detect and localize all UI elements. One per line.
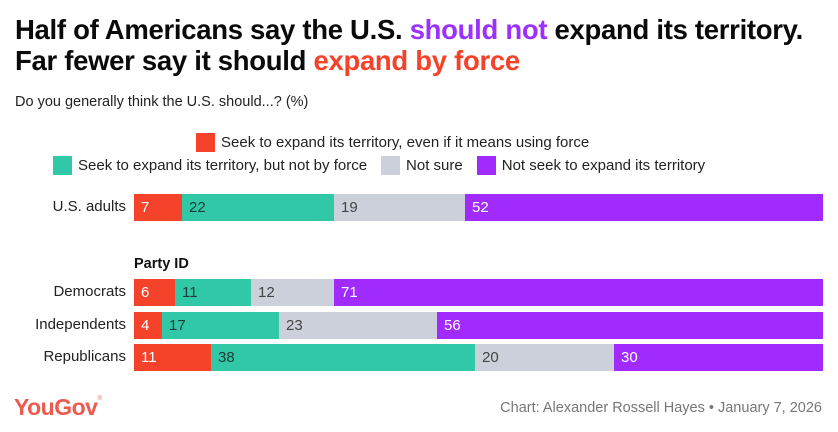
row-label-democrats: Democrats [53,283,126,300]
title-part-1: Half of Americans say the U.S. [15,14,410,45]
legend-swatch-not-sure [381,156,401,175]
legend-row-1: Seek to expand its territory, even if it… [196,133,603,152]
registered-mark: ® [97,396,102,402]
bar-segment-not-sure: 20 [475,344,614,371]
bar-segment-not-force: 38 [211,344,475,371]
data-label: 17 [169,317,186,334]
legend-item-not-force: Seek to expand its territory, but not by… [53,156,367,175]
bar-segment-not-force: 22 [182,194,334,221]
legend-item-not-sure: Not sure [381,156,463,175]
title-part-2: expand its territory. Far fewer say it s… [15,14,803,76]
data-label: 23 [286,317,303,334]
data-label: 11 [182,284,198,301]
legend-swatch-not-force [53,156,72,175]
chart-credit: Chart: Alexander Rossell Hayes • January… [500,400,822,416]
bar-segment-force: 4 [134,312,162,339]
legend-swatch-not-seek [476,156,496,175]
legend-label-not-force: Seek to expand its territory, but not by… [78,157,368,174]
legend-row-2: Seek to expand its territory, but not by… [53,156,719,175]
bar-segment-not-sure: 12 [251,279,334,306]
row-label-independents: Independents [35,316,126,333]
title-highlight-should-not: should not [409,14,548,45]
bar-segment-force: 11 [134,344,211,371]
bar-republicans: 11 38 20 30 [134,344,823,371]
bar-segment-not-force: 11 [175,279,251,306]
legend-item-force: Seek to expand its territory, even if it… [196,133,589,152]
bar-segment-not-seek: 52 [465,194,823,221]
data-label: 20 [482,349,499,366]
bar-segment-not-sure: 23 [279,312,437,339]
data-label: 56 [444,317,461,334]
bar-segment-not-force: 17 [162,312,279,339]
data-label: 4 [141,317,150,334]
legend-swatch-force [196,133,215,152]
chart-subtitle: Do you generally think the U.S. should..… [15,94,309,110]
title-highlight-expand-by-force: expand by force [313,45,520,76]
legend-label-not-sure: Not sure [406,157,463,174]
data-label: 22 [189,199,206,216]
data-label: 12 [258,284,275,301]
data-label: 19 [341,199,358,216]
bar-segment-not-seek: 30 [614,344,823,371]
bar-democrats: 6 11 12 71 [134,279,823,306]
chart-title: Half of Americans say the U.S. should no… [15,14,835,76]
bar-segment-force: 7 [134,194,182,221]
legend-label-not-seek: Not seek to expand its territory [501,157,706,174]
data-label: 30 [621,349,638,366]
data-label: 38 [218,349,235,366]
data-label: 71 [341,284,358,301]
data-label: 11 [141,349,157,366]
legend-label-force: Seek to expand its territory, even if it… [221,134,590,151]
yougov-logo: YouGov® [14,394,102,421]
logo-text: YouGov [14,394,98,420]
data-label: 6 [141,284,150,301]
data-label: 52 [472,199,489,216]
bar-us-adults: 7 22 19 52 [134,194,823,221]
bar-segment-not-seek: 56 [437,312,823,339]
row-label-us-adults: U.S. adults [52,198,126,215]
data-label: 7 [141,199,150,216]
bar-independents: 4 17 23 56 [134,312,823,339]
bar-segment-force: 6 [134,279,175,306]
bar-segment-not-sure: 19 [334,194,465,221]
bar-segment-not-seek: 71 [334,279,823,306]
row-label-republicans: Republicans [43,348,126,365]
legend-item-not-seek: Not seek to expand its territory [476,156,706,175]
group-label-party-id: Party ID [134,256,189,272]
